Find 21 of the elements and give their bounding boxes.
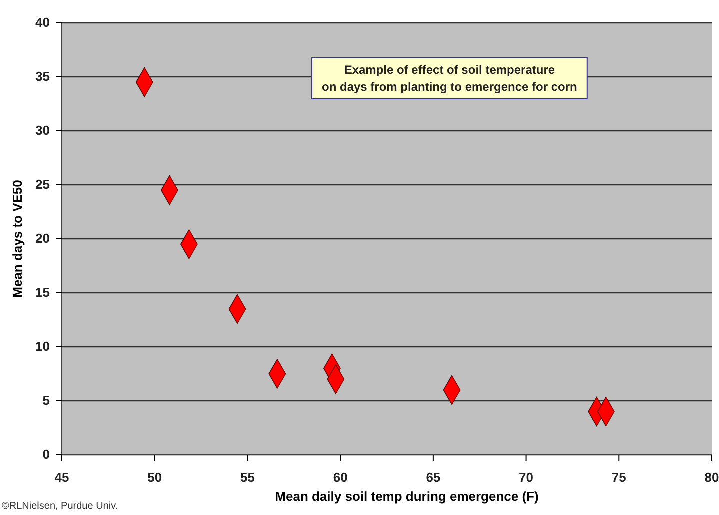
annotation: Example of effect of soil temperature on days from planting to emergence for corn (322, 63, 578, 94)
y-tick-label: 15 (36, 285, 50, 300)
y-tick-label: 20 (36, 231, 50, 246)
x-tick-label: 70 (519, 470, 534, 486)
x-tick-label: 60 (333, 470, 348, 486)
y-tick-label: 5 (42, 393, 50, 408)
x-tick-label: 50 (148, 470, 162, 486)
y-tick-label: 0 (42, 447, 50, 462)
y-tick-label: 40 (36, 15, 50, 30)
y-axis-title: Mean days to VE50 (10, 180, 25, 298)
x-axis-title: Mean daily soil temp during emergence (F) (275, 489, 539, 504)
y-tick-label: 10 (36, 339, 50, 354)
y-tick-label: 35 (36, 69, 50, 84)
x-tick-label: 80 (704, 470, 719, 486)
x-tick-label: 65 (426, 470, 441, 486)
y-tick-label: 25 (36, 177, 50, 192)
x-tick-label: 75 (612, 470, 626, 486)
text: ©RLNielsen, Purdue Univ. (2, 501, 118, 512)
x-tick-label: 45 (54, 470, 70, 486)
y-tick-label: 30 (36, 123, 50, 138)
x-tick-label: 55 (240, 470, 255, 486)
